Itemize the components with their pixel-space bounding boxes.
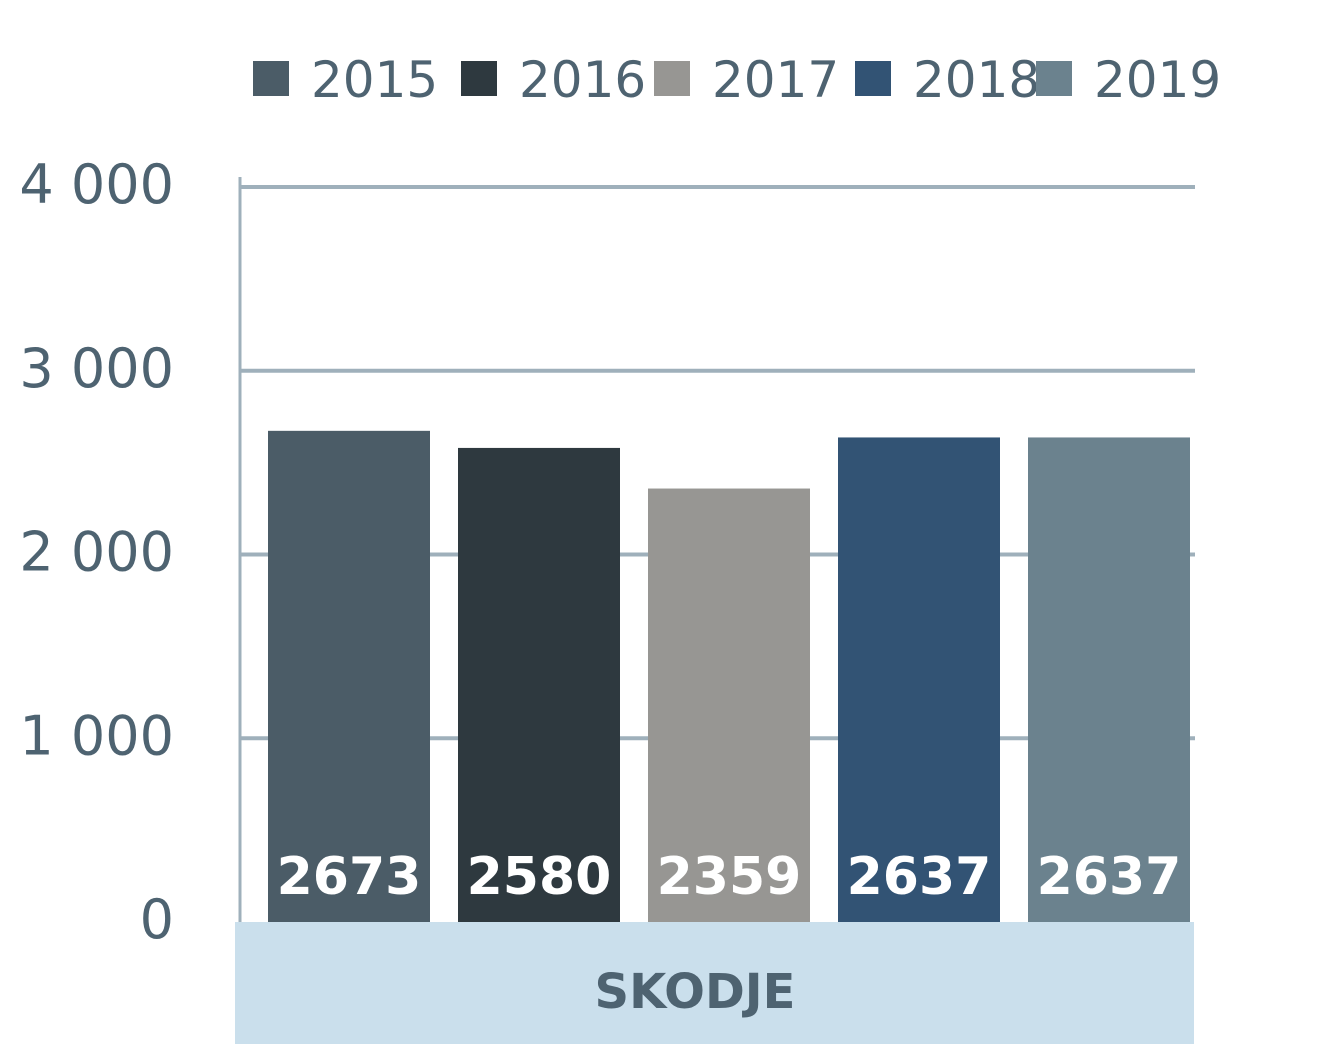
y-tick-label: 3 000 xyxy=(19,337,174,400)
legend-swatch xyxy=(461,61,497,96)
bar-value-label: 2637 xyxy=(847,847,992,907)
legend: 2015 2016 2017 2018 2019 xyxy=(253,51,1221,109)
legend-swatch xyxy=(654,61,690,96)
bar-value-label: 2637 xyxy=(1037,847,1182,907)
legend-label: 2015 xyxy=(311,51,438,109)
bar-2017 xyxy=(648,488,810,922)
legend-item-2015: 2015 xyxy=(253,51,438,109)
bar-value-label: 2580 xyxy=(467,847,612,907)
legend-item-2016: 2016 xyxy=(461,51,646,109)
legend-label: 2019 xyxy=(1094,51,1221,109)
bar-2015 xyxy=(268,430,430,922)
bar-2016 xyxy=(458,447,620,922)
category-label: SKODJE xyxy=(595,964,796,1020)
bar-value-label: 2359 xyxy=(657,847,802,907)
y-tick-label: 1 000 xyxy=(19,704,174,767)
legend-item-2019: 2019 xyxy=(1036,51,1221,109)
y-tick-label: 4 000 xyxy=(19,153,174,216)
category-band: SKODJE xyxy=(235,922,1194,1044)
legend-label: 2017 xyxy=(712,51,839,109)
y-axis-ticks: 0 1 000 2 000 3 000 4 000 xyxy=(19,153,174,951)
y-tick-label: 2 000 xyxy=(19,521,174,584)
bar-2018 xyxy=(838,437,1000,922)
legend-swatch xyxy=(1036,61,1072,96)
legend-item-2018: 2018 xyxy=(855,51,1040,109)
legend-label: 2018 xyxy=(913,51,1040,109)
legend-swatch xyxy=(253,61,289,96)
bar-value-label: 2673 xyxy=(277,847,422,907)
legend-swatch xyxy=(855,61,891,96)
bars: 2673 2580 2359 2637 2637 xyxy=(268,430,1190,922)
legend-label: 2016 xyxy=(519,51,646,109)
bar-2019 xyxy=(1028,437,1190,922)
y-tick-label: 0 xyxy=(140,888,174,951)
category-band-bg xyxy=(235,922,1194,1044)
legend-item-2017: 2017 xyxy=(654,51,839,109)
